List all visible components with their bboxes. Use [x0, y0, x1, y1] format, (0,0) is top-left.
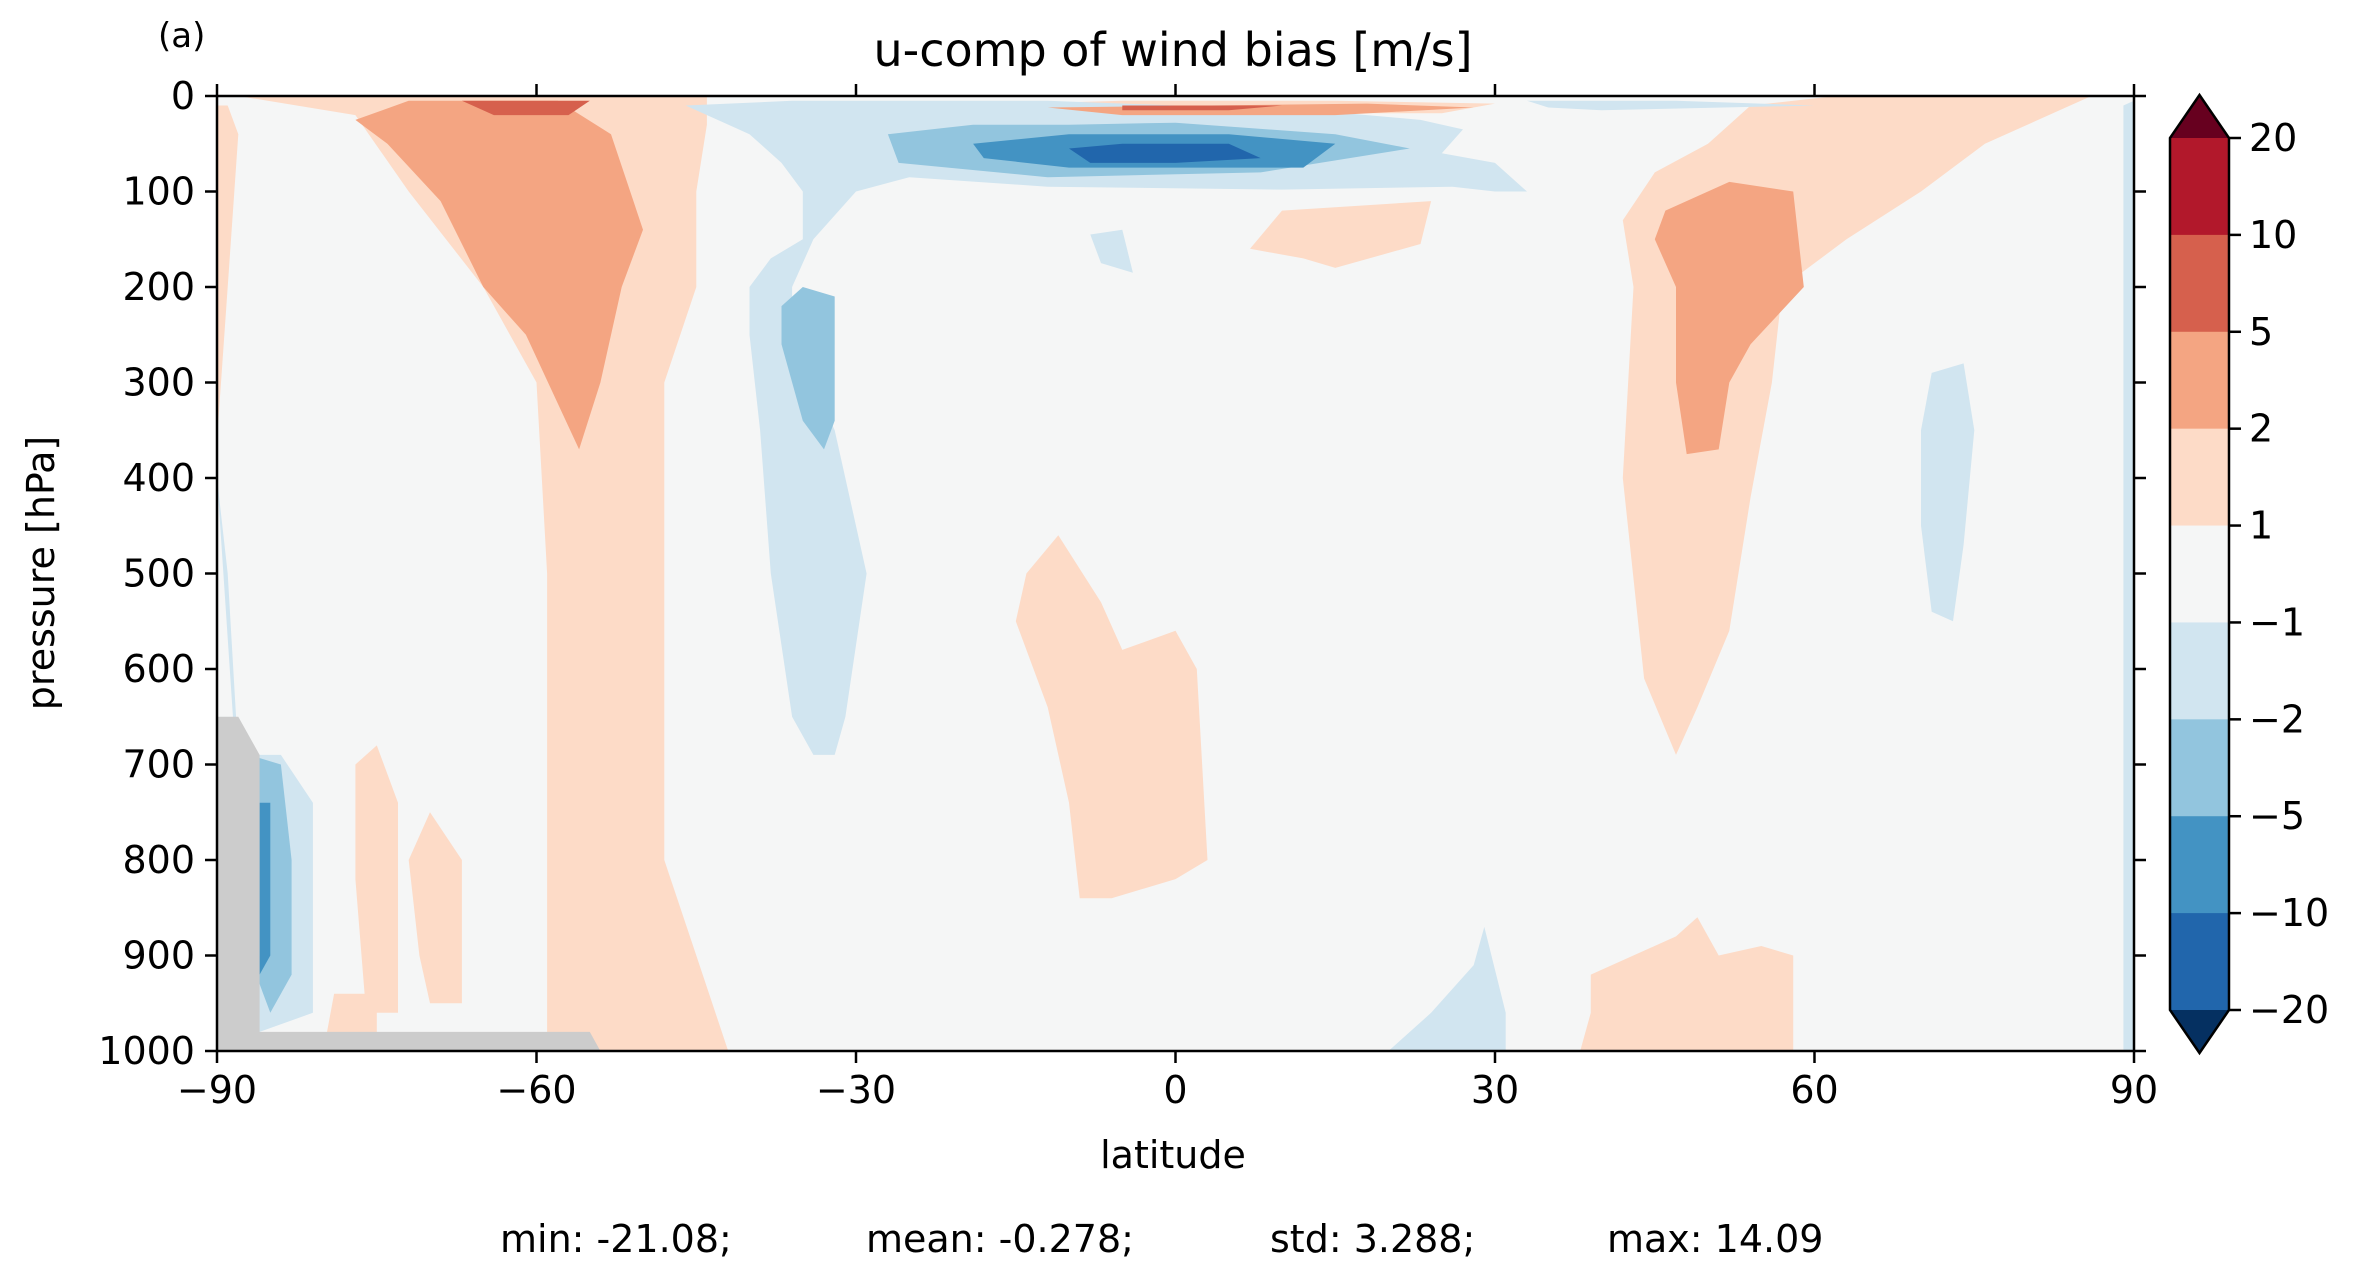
contour-region-20 — [1388, 926, 1506, 1051]
contour-region-10 — [355, 100, 643, 450]
colorbar-band-7 — [2170, 816, 2229, 914]
y-tick-label: 100 — [122, 170, 195, 214]
colorbar-tick-label: 20 — [2249, 116, 2297, 160]
chart-title: u-comp of wind bias [m/s] — [873, 23, 1472, 77]
contour-region-17 — [1090, 229, 1133, 273]
stat-mean: mean: -0.278; — [866, 1217, 1134, 1261]
contour-region-7 — [408, 812, 462, 1004]
colorbar-tick-label: 5 — [2249, 310, 2273, 354]
colorbar-band-4 — [2170, 525, 2229, 623]
stat-max: max: 14.09 — [1607, 1217, 1823, 1261]
contour-region-14 — [1122, 105, 1282, 111]
x-tick-label: −90 — [177, 1068, 257, 1112]
x-tick-label: 0 — [1163, 1068, 1187, 1112]
y-tick-label: 200 — [122, 265, 195, 309]
missing-data-mask-layer — [217, 716, 601, 1051]
stats-line: min: -21.08; mean: -0.278; std: 3.288; m… — [500, 1217, 1823, 1261]
y-tick-label: 0 — [171, 74, 195, 118]
contour-region-21 — [2123, 100, 2134, 1051]
x-axis-label: latitude — [1100, 1133, 1246, 1177]
contour-region-1 — [217, 105, 239, 440]
y-axis-label: pressure [hPa] — [19, 436, 63, 710]
colorbar-tick-label: −20 — [2249, 988, 2329, 1032]
colorbar-tick-label: −5 — [2249, 794, 2305, 838]
contour-region-26 — [259, 802, 271, 975]
y-tick-label: 800 — [122, 838, 195, 882]
colorbar-tick-label: −10 — [2249, 891, 2329, 935]
x-tick-label: −60 — [496, 1068, 576, 1112]
panel-label: (a) — [158, 16, 205, 56]
y-tick-label: 500 — [122, 552, 195, 596]
contour-region-23 — [781, 287, 835, 450]
contour-region-18 — [1921, 363, 1975, 622]
contour-region-27 — [1069, 143, 1261, 163]
colorbar: 20 10 5 2 1 −1 −2 −5 −10 −20 — [2168, 92, 2329, 1056]
colorbar-band-1 — [2170, 234, 2229, 333]
y-tick-label: 700 — [122, 743, 195, 787]
contour-region-16 — [1527, 100, 1815, 111]
y-tick-label: 1000 — [98, 1029, 195, 1073]
contour-region-9 — [1580, 917, 1794, 1051]
colorbar-band-0 — [2170, 138, 2229, 236]
x-axis: −90 −60 −30 0 30 60 90 — [177, 84, 2158, 1112]
colorbar-band-6 — [2170, 719, 2229, 817]
colorbar-extend-bottom — [2170, 1010, 2229, 1053]
y-tick-label: 900 — [122, 934, 195, 978]
colorbar-tick-label: −2 — [2249, 697, 2305, 741]
colorbar-tick-label: 1 — [2249, 504, 2273, 548]
y-axis: 0 100 200 300 400 500 600 700 800 900 1000 — [98, 74, 2146, 1073]
contour-region-6 — [355, 745, 398, 1013]
colorbar-tick-label: 10 — [2249, 213, 2297, 257]
contour-region-15 — [685, 100, 1527, 755]
stat-min: min: -21.08; — [500, 1217, 732, 1261]
y-tick-label: 300 — [122, 361, 195, 405]
contour-region-12 — [1654, 181, 1804, 455]
contour-region-4 — [1250, 201, 1432, 268]
contour-region-2 — [1015, 535, 1208, 899]
contour-fill-layer — [217, 96, 2134, 1051]
x-tick-label: 60 — [1790, 1068, 1838, 1112]
colorbar-tick-label: 2 — [2249, 407, 2273, 451]
colorbar-tick-label: −1 — [2249, 600, 2305, 644]
contour-region-13 — [461, 100, 590, 116]
colorbar-band-8 — [2170, 913, 2229, 1011]
colorbar-extend-top — [2170, 95, 2229, 138]
y-tick-label: 600 — [122, 647, 195, 691]
plot-area — [215, 94, 2136, 1053]
colorbar-band-5 — [2170, 622, 2229, 720]
y-tick-label: 400 — [122, 456, 195, 500]
x-tick-label: −30 — [816, 1068, 896, 1112]
stat-std: std: 3.288; — [1270, 1217, 1475, 1261]
missing-data-mask-0 — [217, 716, 601, 1051]
x-tick-label: 30 — [1471, 1068, 1519, 1112]
colorbar-band-2 — [2170, 331, 2229, 430]
x-tick-label: 90 — [2110, 1068, 2158, 1112]
colorbar-band-3 — [2170, 428, 2229, 527]
